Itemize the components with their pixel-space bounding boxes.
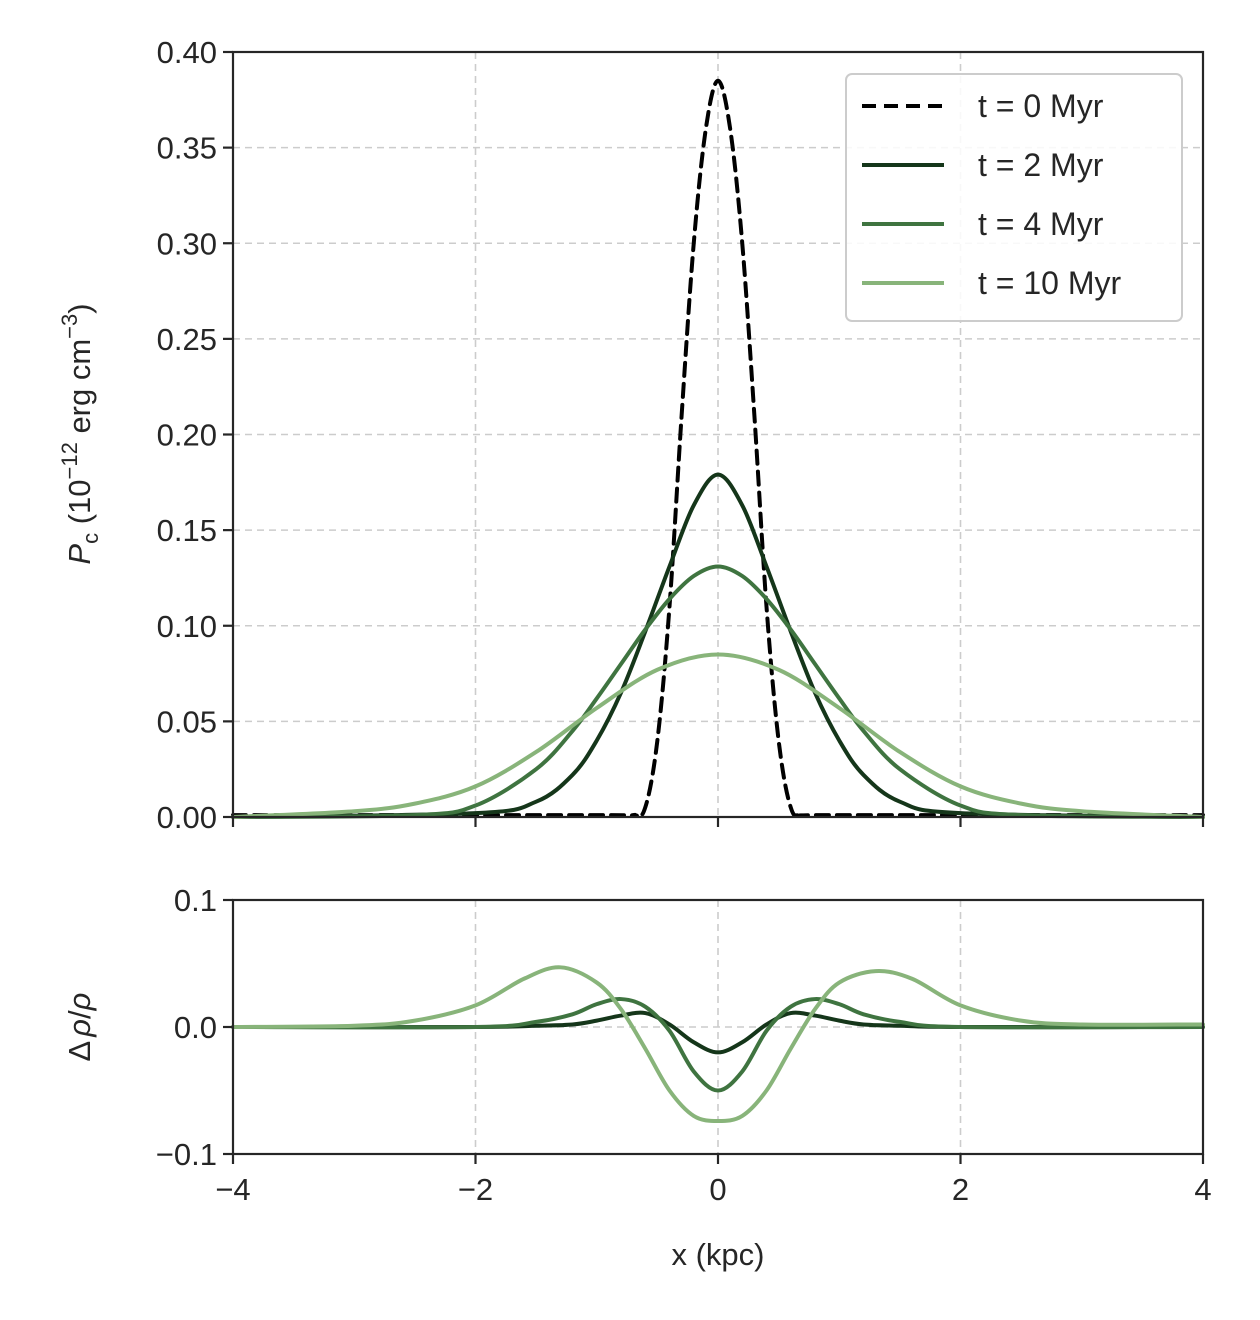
bottom-panel: −4 −2 0 2 4 −0.1 0.0 0.1 Δρ/ρ x (kpc): [62, 883, 1212, 1272]
ylabel-rho2: ρ: [62, 993, 97, 1012]
ytick-label: 0.30: [157, 226, 217, 261]
top-ylabel: Pc (10−12 erg cm−3): [57, 303, 103, 564]
top-series-t-0-myr: [231, 78, 1205, 818]
xtick-label: 4: [1194, 1172, 1211, 1207]
ylabel-exp1: −12: [57, 442, 82, 479]
ylabel-exp2: −3: [57, 314, 82, 339]
legend-box: [845, 73, 1183, 322]
bottom-ylabel: Δρ/ρ: [62, 993, 97, 1062]
ytick-label: 0.25: [157, 322, 217, 357]
xtick-label: 2: [952, 1172, 969, 1207]
legend-label-t2: t = 2 Myr: [978, 147, 1104, 183]
ylabel-close: ): [62, 303, 97, 313]
ylabel-open: (10: [62, 480, 97, 533]
bottom-series-t-4-myr: [231, 997, 1205, 1093]
bottom-xlabel: x (kpc): [672, 1237, 765, 1272]
legend-label-t4: t = 4 Myr: [978, 206, 1104, 242]
ylabel-unit: erg cm: [62, 339, 97, 442]
ytick-label: 0.35: [157, 131, 217, 166]
ytick-label: 0.20: [157, 418, 217, 453]
legend-label-t10: t = 10 Myr: [978, 265, 1122, 301]
xtick-label: 0: [709, 1172, 726, 1207]
ytick-label: 0.10: [157, 609, 217, 644]
top-series-t-2-myr: [231, 472, 1205, 819]
ytick-label: 0.40: [157, 35, 217, 70]
legend-label-t0: t = 0 Myr: [978, 88, 1104, 124]
ytick-label: −0.1: [156, 1137, 217, 1172]
xtick-label: −2: [458, 1172, 493, 1207]
ylabel-rho1: ρ: [62, 1019, 97, 1038]
ytick-label: 0.05: [157, 704, 217, 739]
bottom-series-t-10-myr: [231, 965, 1205, 1123]
top-ticks: 0.00 0.05 0.10 0.15 0.20 0.25 0.30 0.35 0.40: [157, 35, 1205, 835]
bottom-ticks: −4 −2 0 2 4 −0.1 0.0 0.1: [156, 883, 1212, 1207]
top-series-t-4-myr: [231, 564, 1205, 819]
ytick-label: 0.00: [157, 800, 217, 835]
top-plot-area: [231, 78, 1205, 819]
bottom-plot-area: [231, 965, 1205, 1123]
ylabel-slash: /: [62, 1010, 97, 1019]
top-series-t-10-myr: [231, 652, 1205, 819]
ylabel-subscript: c: [78, 533, 103, 544]
ylabel-delta: Δ: [62, 1041, 97, 1062]
xtick-label: −4: [215, 1172, 250, 1207]
legend: t = 0 Myr t = 2 Myr t = 4 Myr t = 10 Myr: [845, 73, 1183, 322]
ytick-label: 0.1: [174, 883, 217, 918]
top-panel: 0.00 0.05 0.10 0.15 0.20 0.25 0.30 0.35 0.40 Pc …: [57, 35, 1205, 835]
ytick-label: 0.0: [174, 1010, 217, 1045]
bottom-series-t-2-myr: [231, 1010, 1205, 1055]
ytick-label: 0.15: [157, 513, 217, 548]
top-grid: [233, 52, 1203, 817]
ylabel-symbol: P: [62, 544, 97, 565]
